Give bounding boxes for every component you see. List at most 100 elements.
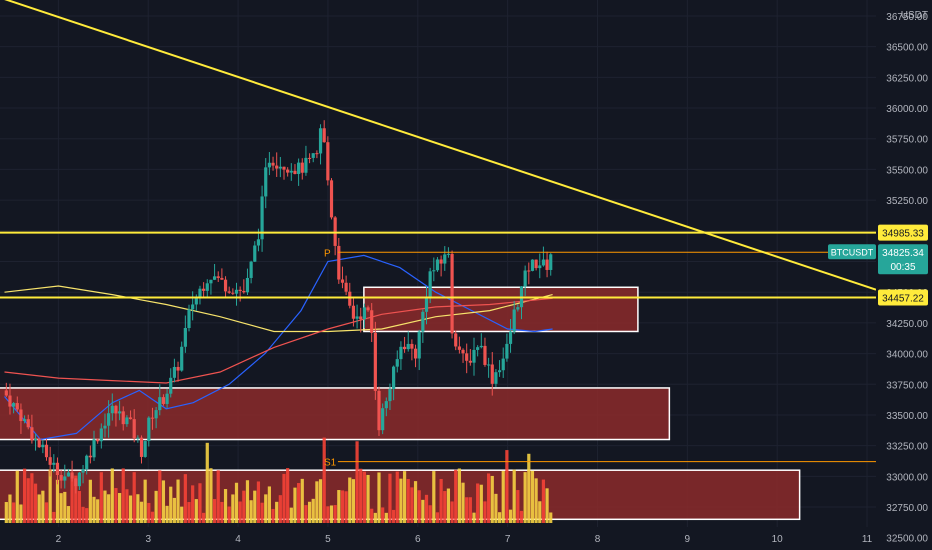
volume-bar: [461, 482, 465, 523]
candle-body: [443, 254, 447, 264]
volume-bar: [37, 494, 41, 523]
volume-bar: [125, 489, 129, 523]
volume-bar: [85, 508, 89, 523]
candle-body: [37, 438, 41, 448]
candle-body: [275, 165, 279, 169]
candle-body: [205, 283, 209, 291]
volume-bar: [516, 490, 520, 523]
volume-bar: [198, 483, 202, 523]
volume-bar: [121, 468, 125, 523]
volume-bar: [417, 490, 421, 523]
time-axis[interactable]: 2 3 4 5 6 7 8 9 10 11: [56, 534, 873, 545]
symbol-tag-bg: [828, 244, 876, 260]
volume-bar: [289, 507, 293, 523]
symbol-tag: BTCUSDT: [831, 248, 874, 258]
volume-bar: [333, 505, 337, 523]
volume-bar: [15, 470, 19, 523]
volume-bar: [454, 469, 458, 523]
volume-bar: [139, 501, 144, 523]
volume-bar: [424, 494, 429, 523]
price-tick-label: 32500.00: [886, 534, 928, 545]
bar-countdown: 00:35: [890, 262, 915, 273]
volume-bar: [541, 479, 546, 523]
volume-bar: [132, 472, 136, 523]
volume-bar: [395, 471, 399, 523]
volume-bar: [476, 483, 480, 523]
candle-body: [107, 413, 111, 426]
candle-body: [297, 162, 301, 174]
candle-body: [74, 478, 78, 487]
candle-body: [256, 239, 261, 246]
volume-bar: [223, 489, 228, 523]
volume-bar: [180, 506, 184, 523]
candle-body: [139, 437, 144, 457]
volume-bar: [136, 494, 140, 523]
candle-body: [329, 180, 334, 218]
candle-body: [234, 289, 239, 294]
volume-bar: [143, 479, 147, 523]
price-tick-label: 34250.00: [886, 319, 928, 330]
volume-bar: [227, 506, 231, 523]
volume-bar: [99, 472, 103, 523]
candle-body: [340, 279, 345, 283]
candle-body: [417, 331, 421, 359]
volume-bar: [231, 494, 235, 523]
volume-bar: [12, 502, 16, 523]
candle-body: [26, 419, 30, 428]
volume-bar: [194, 499, 198, 523]
candle-body: [307, 157, 312, 159]
volume-bar: [497, 512, 502, 523]
drawn-lines: P S1: [0, 0, 877, 469]
candle-body: [311, 153, 315, 158]
candle-body: [238, 289, 242, 291]
volume-bar: [55, 479, 60, 523]
candle-body: [428, 271, 432, 298]
candle-body: [373, 332, 377, 391]
candle-body: [12, 403, 16, 407]
volume-bar: [501, 470, 505, 523]
candle-body: [370, 310, 374, 333]
candle-body: [77, 472, 81, 487]
volume-bar: [63, 491, 67, 523]
volume-bar: [428, 505, 432, 523]
candle-body: [202, 288, 206, 291]
volume-bar: [77, 491, 81, 523]
price-labels: 34985.33 34457.22 BTCUSDT 34825.34 00:35: [828, 224, 928, 306]
volume-bar: [44, 502, 49, 523]
volume-bar: [117, 493, 122, 523]
time-axis-panel: [0, 527, 932, 550]
candle-body: [125, 417, 129, 425]
volume-bar: [191, 485, 195, 523]
candle-body: [253, 245, 257, 262]
volume-bar: [523, 472, 527, 523]
candle-body: [282, 166, 286, 170]
pivot-label: P: [324, 248, 331, 259]
price-tick-label: 36500.00: [886, 43, 928, 54]
volume-bar: [545, 488, 549, 523]
candle-body: [549, 254, 553, 270]
volume-bar: [81, 506, 85, 523]
volume-bar: [377, 472, 381, 523]
candle-body: [322, 128, 326, 143]
volume-bar: [410, 487, 414, 523]
candle-body: [92, 439, 96, 458]
candle-body: [216, 276, 220, 278]
volume-bar: [22, 468, 27, 523]
volume-bar: [264, 494, 268, 523]
candle-body: [304, 157, 308, 173]
volume-bar: [494, 493, 498, 523]
volume-bar: [446, 488, 451, 523]
volume-bar: [150, 511, 155, 523]
candle-body: [538, 265, 542, 269]
candle-body: [381, 408, 385, 431]
volume-bar: [275, 501, 279, 523]
candle-body: [15, 403, 19, 410]
candle-body: [402, 346, 407, 350]
volume-bar: [114, 488, 118, 523]
volume-bar: [92, 496, 96, 523]
volume-bar: [443, 491, 447, 523]
candle-body: [388, 389, 392, 402]
volume-bar: [344, 491, 348, 523]
